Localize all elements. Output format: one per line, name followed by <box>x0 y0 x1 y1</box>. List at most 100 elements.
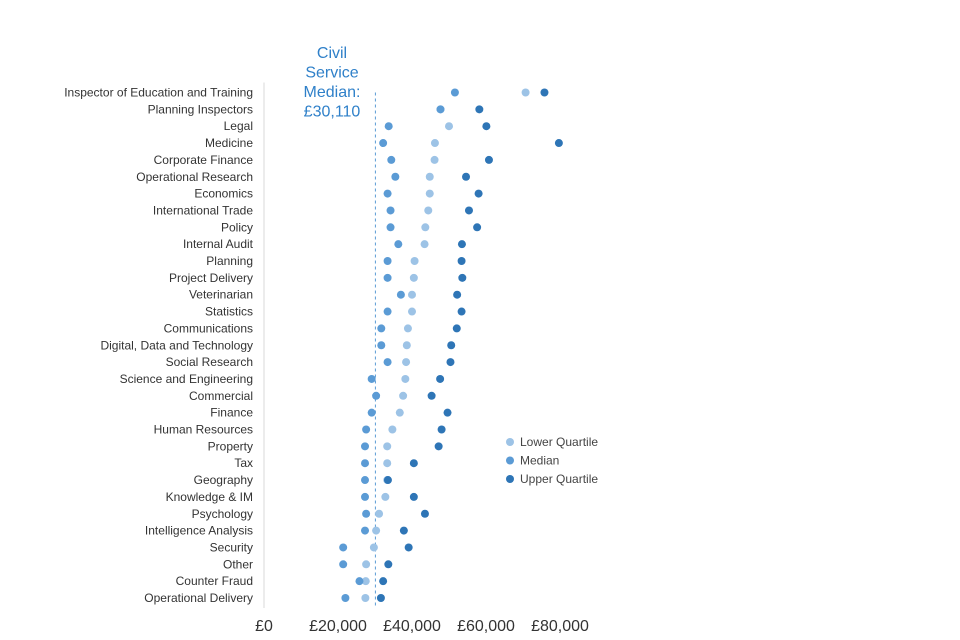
median-point-other <box>339 560 348 569</box>
upper-quartile-point-counter-fraud <box>379 577 388 586</box>
category-label-finance: Finance <box>210 406 253 420</box>
median-point-planning-inspectors <box>436 105 445 114</box>
lower-quartile-point-knowledge-and-im <box>381 492 390 501</box>
category-label-internal-audit: Internal Audit <box>183 237 254 251</box>
x-tick-label: £0 <box>255 618 273 635</box>
legend-marker-upper-quartile <box>506 475 514 483</box>
median-point-communications <box>377 324 386 333</box>
upper-quartile-point-geography <box>383 476 392 485</box>
lower-quartile-point-medicine <box>430 139 439 148</box>
lower-quartile-point-international-trade <box>424 206 433 215</box>
legend-label-lower-quartile: Lower Quartile <box>520 435 598 449</box>
upper-quartile-point-human-resources <box>437 425 446 434</box>
category-label-project-delivery: Project Delivery <box>169 271 253 285</box>
lower-quartile-point-veterinarian <box>408 290 416 299</box>
lower-quartile-point-economics <box>425 189 434 198</box>
category-label-counter-fraud: Counter Fraud <box>176 574 253 588</box>
median-point-statistics <box>383 307 392 316</box>
lower-quartile-point-corporate-finance <box>430 155 439 164</box>
category-label-social-research: Social Research <box>166 355 253 369</box>
median-point-psychology <box>362 509 371 518</box>
median-point-economics <box>383 189 392 198</box>
category-label-communications: Communications <box>164 321 253 335</box>
upper-quartile-point-veterinarian <box>453 290 462 299</box>
upper-quartile-point-science-and-engineering <box>436 374 445 383</box>
median-point-counter-fraud <box>355 577 364 586</box>
upper-quartile-point-internal-audit <box>457 240 466 249</box>
median-point-knowledge-and-im <box>361 492 370 501</box>
category-label-international-trade: International Trade <box>153 203 253 217</box>
upper-quartile-point-legal <box>482 122 491 131</box>
median-point-operational-delivery <box>341 594 350 602</box>
lower-quartile-point-operational-delivery <box>361 594 370 602</box>
median-point-digital-data-and-technology <box>377 341 386 350</box>
median-point-policy <box>386 223 395 232</box>
upper-quartile-point-planning-inspectors <box>475 105 484 114</box>
lower-quartile-point-communications <box>403 324 412 333</box>
upper-quartile-point-intelligence-analysis <box>399 526 408 535</box>
category-label-legal: Legal <box>224 119 253 133</box>
lower-quartile-point-internal-audit <box>420 240 429 249</box>
y-axis: Inspector of Education and Training Plann… <box>64 82 265 608</box>
median-point-security <box>339 543 348 552</box>
x-tick-label: £60,000 <box>457 618 515 635</box>
upper-quartile-point-property <box>434 442 443 451</box>
legend-label-upper-quartile: Upper Quartile <box>520 472 598 486</box>
upper-quartile-point-communications <box>452 324 461 333</box>
upper-quartile-point-medicine <box>554 139 563 148</box>
category-label-statistics: Statistics <box>205 305 253 319</box>
median-reference-annotation: Civil Service Median: £30,110 <box>304 45 361 121</box>
category-label-geography: Geography <box>194 473 253 487</box>
category-label-human-resources: Human Resources <box>154 423 253 437</box>
lower-quartile-point-social-research <box>402 358 411 367</box>
lower-quartile-point-property <box>383 442 392 451</box>
category-label-operational-research: Operational Research <box>136 170 253 184</box>
median-point-intelligence-analysis <box>361 526 370 535</box>
upper-quartile-point-statistics <box>457 307 466 316</box>
lower-quartile-point-planning <box>410 257 419 265</box>
category-label-commercial: Commercial <box>189 389 253 403</box>
lower-quartile-point-security <box>369 543 378 552</box>
upper-quartile-point-operational-research <box>462 172 471 181</box>
median-point-corporate-finance <box>387 155 396 164</box>
upper-quartile-point-finance <box>443 408 452 417</box>
x-axis: £0 £20,000 £40,000 £60,000 £80,000 <box>255 618 589 635</box>
median-point-operational-research <box>391 172 400 181</box>
lower-quartile-point-counter-fraud <box>361 577 370 586</box>
median-point-human-resources <box>362 425 371 434</box>
median-point-geography <box>361 476 370 485</box>
upper-quartile-point-psychology <box>420 509 429 518</box>
category-label-intelligence-analysis: Intelligence Analysis <box>145 524 253 538</box>
category-label-economics: Economics <box>194 187 253 201</box>
median-point-project-delivery <box>383 273 392 282</box>
civil-service-median-reference: Civil Service Median: £30,110 <box>304 45 376 606</box>
upper-quartile-point-project-delivery <box>458 273 467 282</box>
data-points <box>339 88 563 602</box>
upper-quartile-point-commercial <box>427 391 436 400</box>
upper-quartile-point-security <box>404 543 413 552</box>
median-point-social-research <box>383 358 392 367</box>
lower-quartile-point-science-and-engineering <box>401 374 410 383</box>
upper-quartile-point-planning <box>457 257 466 265</box>
category-label-psychology: Psychology <box>192 507 253 521</box>
category-label-tax: Tax <box>234 456 253 470</box>
median-point-international-trade <box>386 206 395 215</box>
category-labels: Inspector of Education and Training Plann… <box>64 86 253 606</box>
x-tick-label: £80,000 <box>531 618 589 635</box>
lower-quartile-point-statistics <box>408 307 416 316</box>
lower-quartile-point-intelligence-analysis <box>372 526 381 535</box>
lower-quartile-point-policy <box>421 223 430 232</box>
x-tick-labels: £0 £20,000 £40,000 £60,000 £80,000 <box>255 618 589 635</box>
upper-quartile-point-corporate-finance <box>484 155 493 164</box>
median-point-planning <box>383 257 392 265</box>
lower-quartile-point-tax <box>383 459 392 468</box>
category-label-corporate-finance: Corporate Finance <box>154 153 254 167</box>
legend-marker-median <box>506 456 514 465</box>
category-label-digital-data-and-technology: Digital, Data and Technology <box>100 338 253 352</box>
category-label-science-and-engineering: Science and Engineering <box>120 372 253 386</box>
category-label-other: Other <box>223 557 253 571</box>
lower-quartile-point-psychology <box>375 509 384 518</box>
upper-quartile-point-operational-delivery <box>376 594 385 602</box>
lower-quartile-point-finance <box>395 408 404 417</box>
